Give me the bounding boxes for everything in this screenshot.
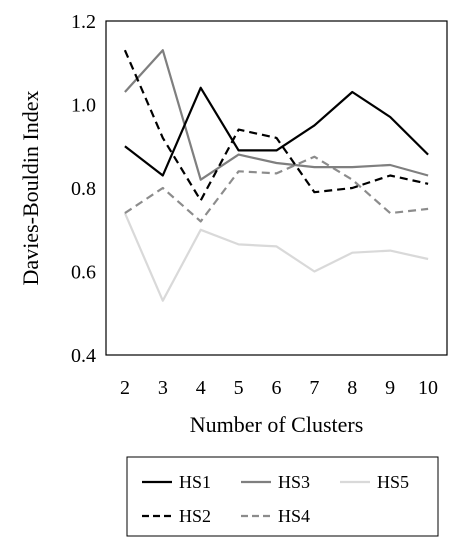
y-tick-label: 1.0 — [71, 95, 96, 117]
y-tick-label: 0.6 — [71, 262, 96, 284]
legend — [126, 456, 439, 537]
legend-label-hs1: HS1 — [179, 472, 211, 492]
legend-label-hs2: HS2 — [179, 506, 211, 526]
legend-label-hs5: HS5 — [377, 472, 409, 492]
x-tick-label: 4 — [196, 377, 206, 399]
plot-area — [105, 20, 448, 356]
series-line-hs5 — [123, 212, 429, 302]
series-layer — [123, 49, 429, 302]
x-tick-label: 3 — [158, 377, 168, 399]
legend-label-hs3: HS3 — [278, 472, 310, 492]
x-tick-label: 9 — [385, 377, 395, 399]
x-tick-label: 10 — [418, 377, 438, 399]
legend-entries: HS1 HS3 HS5 HS2 HS4 — [142, 472, 409, 526]
x-tick-label: 7 — [309, 377, 319, 399]
x-tick-label: 8 — [347, 377, 357, 399]
y-axis-ticks: 0.4 0.6 0.8 1.0 1.2 — [71, 11, 96, 367]
legend-label-hs4: HS4 — [278, 506, 310, 526]
series-line-hs2 — [123, 49, 429, 202]
y-tick-label: 1.2 — [71, 11, 96, 33]
x-axis-ticks: 2 3 4 5 6 7 8 9 10 — [120, 377, 438, 399]
series-line-hs1 — [124, 86, 429, 177]
series-line-hs3 — [124, 49, 429, 181]
x-tick-label: 5 — [234, 377, 244, 399]
y-tick-label: 0.8 — [71, 178, 96, 200]
x-tick-label: 2 — [120, 377, 130, 399]
x-tick-label: 6 — [272, 377, 282, 399]
x-axis-title: Number of Clusters — [190, 412, 364, 437]
y-tick-label: 0.4 — [71, 345, 96, 367]
y-axis-title: Davies-Bouldin Index — [18, 91, 43, 286]
series-line-hs4 — [124, 155, 429, 223]
